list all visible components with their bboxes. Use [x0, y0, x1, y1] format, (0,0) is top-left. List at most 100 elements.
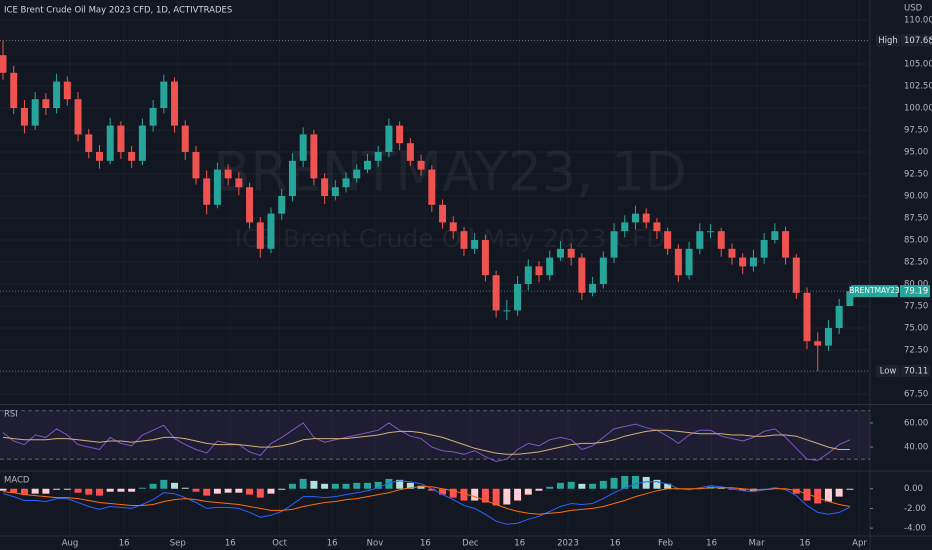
y-tick-label: 0.00 [904, 484, 923, 494]
x-tick-label: Sep [170, 539, 186, 549]
candle-body [299, 134, 307, 161]
histogram-bar [428, 488, 436, 491]
candle-body [160, 81, 168, 108]
last-value: 79.19 [904, 287, 928, 297]
histogram-bar [74, 488, 82, 493]
y-tick-label: 100.00 [904, 104, 932, 114]
histogram-bar [503, 488, 511, 505]
candle-body [224, 169, 232, 179]
histogram-bar [728, 488, 736, 490]
histogram-bar [535, 488, 543, 491]
candle-body [835, 306, 843, 328]
candle-body [321, 178, 329, 196]
y-tick-label: 72.50 [904, 346, 928, 356]
histogram-bar [353, 482, 361, 489]
rsi-line [2, 422, 851, 463]
histogram-bar [835, 488, 843, 497]
pane-title: MACD [4, 476, 30, 486]
y-tick-label: 90.00 [904, 192, 928, 202]
histogram-bar [117, 488, 125, 492]
histogram-bar [385, 478, 393, 489]
pane-title: RSI [4, 410, 18, 420]
y-tick-label: 110.00 [904, 16, 932, 26]
y-tick-label: -4.00 [904, 524, 926, 534]
histogram-bar [267, 488, 275, 494]
candle-body [288, 160, 296, 196]
candle-body [192, 152, 200, 179]
marker-value: 70.11 [904, 367, 928, 377]
histogram-bar [664, 483, 672, 489]
histogram-bar [321, 483, 329, 489]
candle-body [567, 248, 575, 258]
histogram-bar [288, 483, 296, 489]
y-tick-label: 95.00 [904, 148, 928, 158]
histogram-bar [374, 481, 382, 489]
histogram-bar [342, 483, 350, 489]
candle-body [814, 341, 822, 346]
rsi-line [2, 429, 850, 455]
candle-body [760, 240, 768, 258]
x-tick-label: 2023 [557, 539, 579, 549]
candle-body [449, 222, 457, 232]
candle-body [31, 99, 39, 126]
histogram-bar [171, 482, 179, 489]
histogram-bar [20, 488, 28, 495]
candle-body [213, 169, 221, 205]
macd-line [2, 486, 850, 515]
x-tick-label: 16 [420, 539, 431, 549]
histogram-bar [739, 488, 747, 491]
x-tick-label: 16 [610, 539, 621, 549]
y-tick-label: 75.00 [904, 324, 928, 334]
histogram-bar [53, 488, 61, 490]
histogram-bar [589, 483, 597, 489]
candle-body [524, 266, 532, 284]
candle-body [728, 248, 736, 258]
candle-body [117, 125, 125, 152]
histogram-bar [138, 487, 146, 489]
histogram-bar [246, 488, 254, 495]
candle-body [653, 222, 661, 232]
candle-body [363, 160, 371, 170]
histogram-bar [803, 488, 811, 501]
y-tick-label: -2.00 [904, 504, 926, 514]
candle-body [439, 204, 447, 223]
candle-body [246, 187, 254, 223]
y-tick-label: 82.50 [904, 258, 928, 268]
histogram-bar [439, 488, 447, 495]
candle-body [599, 257, 607, 284]
candle-body [556, 248, 564, 258]
histogram-bar [149, 483, 157, 489]
histogram-bar [492, 488, 500, 506]
candle-body [0, 55, 7, 73]
candle-body [696, 231, 704, 249]
marker-value-bg [901, 365, 930, 378]
candle-body [578, 257, 586, 293]
x-tick-label: 16 [514, 539, 525, 549]
y-tick-label: 77.50 [904, 302, 928, 312]
histogram-bar [653, 479, 661, 489]
candle-body [138, 125, 146, 161]
histogram-bar [642, 476, 650, 489]
candle-body [278, 196, 286, 214]
histogram-bar [160, 479, 168, 489]
histogram-bar [0, 488, 7, 491]
candle-body [803, 292, 811, 342]
candle-body [267, 213, 275, 249]
watermark: BRENTMAY23, 1D [213, 141, 686, 204]
x-tick-label: Mar [749, 539, 766, 549]
x-tick-label: Apr [852, 539, 867, 549]
histogram-bar [556, 482, 564, 489]
histogram-bar [610, 477, 618, 489]
candle-body [481, 240, 489, 276]
last-value-bg [900, 285, 930, 298]
x-tick-label: 16 [706, 539, 717, 549]
candle-body [235, 178, 243, 188]
candle-body [535, 266, 543, 276]
histogram-bar [396, 479, 404, 489]
currency-label: USD [904, 4, 923, 14]
chart-title: ICE Brent Crude Oil May 2023 CFD, 1D, AC… [4, 6, 232, 16]
macd-line [2, 480, 851, 525]
histogram-bar [631, 475, 639, 489]
